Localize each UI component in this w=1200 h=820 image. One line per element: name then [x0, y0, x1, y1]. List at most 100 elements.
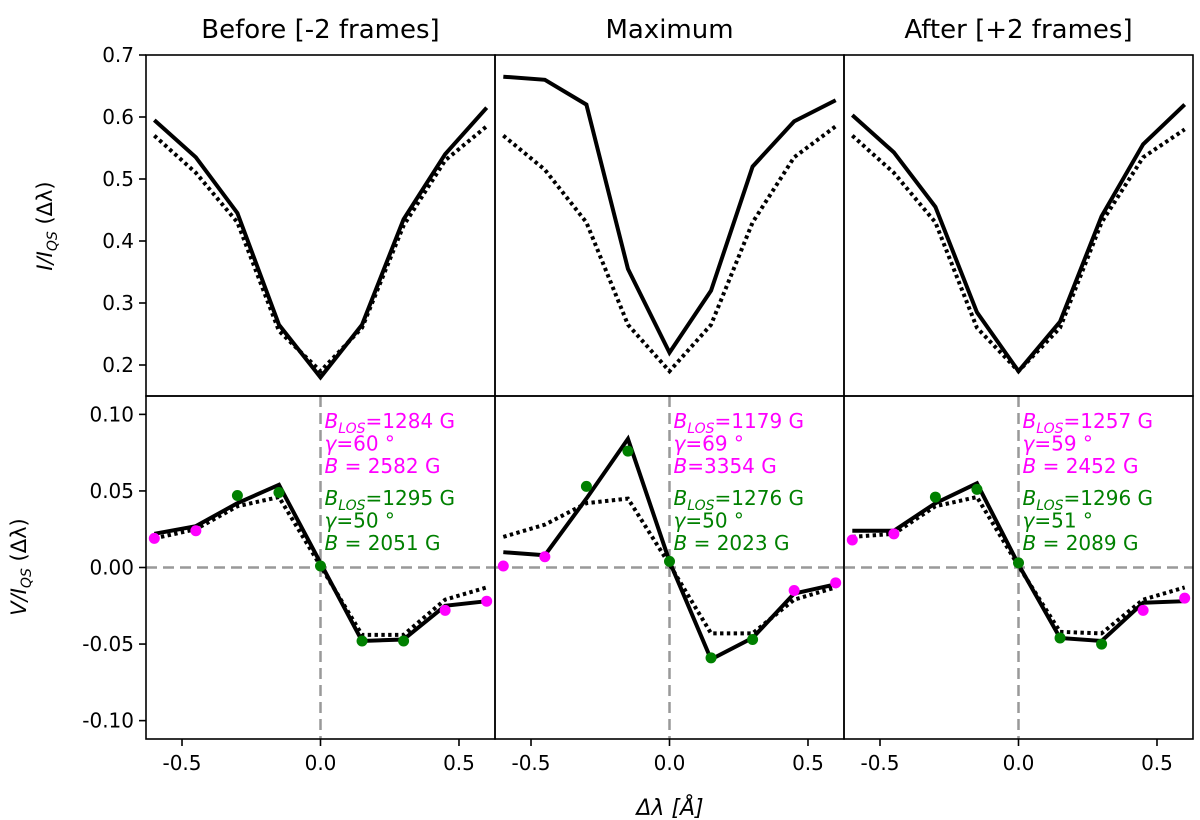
magenta-sample-point [846, 534, 858, 546]
y-tick-label-top: 0.7 [102, 43, 134, 67]
annot-value: =60 ° [336, 432, 395, 456]
annot-subscript: LOS [687, 421, 714, 437]
magenta-sample-point [830, 577, 842, 589]
annot-green-line: B = 2089 G [1023, 531, 1139, 555]
y-tick-label-top: 0.4 [102, 229, 134, 253]
annot-green-line: γ=51 ° [1023, 509, 1093, 533]
intensity-observed-line [152, 106, 489, 381]
annot-value: =69 ° [685, 432, 744, 456]
annot-symbol: B [674, 486, 688, 510]
green-sample-point [398, 635, 410, 647]
annot-green-line: γ=50 ° [674, 509, 744, 533]
labels-layer: I/IQS (Δλ) V/IQS (Δλ) Δλ [Å] [7, 181, 704, 820]
green-sample-point [664, 555, 675, 567]
top-axes-frame [843, 54, 1194, 397]
annot-value: =1257 G [1064, 409, 1154, 433]
annot-symbol: B [674, 454, 688, 478]
annot-subscript: LOS [1036, 421, 1063, 437]
magenta-sample-point [1137, 604, 1149, 616]
x-tick-label: -0.5 [860, 751, 899, 775]
magenta-sample-point [148, 532, 160, 544]
y-tick-label-bottom: -0.05 [82, 632, 134, 656]
green-sample-point [231, 490, 243, 502]
annot-value: =1296 G [1064, 486, 1154, 510]
annot-green-line: γ=50 ° [325, 509, 395, 533]
annot-value: =1295 G [366, 486, 456, 510]
annot-symbol: γ [1023, 509, 1036, 533]
annot-magenta-line: B=3354 G [674, 454, 777, 478]
intensity-plot [152, 106, 489, 381]
x-tick-label: 0.0 [654, 751, 686, 775]
green-sample-point [971, 483, 983, 495]
annot-green-line: BLOS=1295 G [325, 486, 456, 514]
annot-value: =51 ° [1034, 509, 1093, 533]
intensity-observed-line [850, 103, 1187, 375]
x-tick-label: 0.0 [1003, 751, 1035, 775]
y-tick-label-top: 0.3 [102, 291, 134, 315]
magenta-sample-point [481, 595, 493, 607]
annot-value: =1179 G [715, 409, 805, 433]
annot-value: =50 ° [685, 509, 744, 533]
green-sample-point [273, 486, 285, 498]
annot-green-line: B = 2023 G [674, 531, 790, 555]
intensity-fit-line [152, 124, 488, 375]
x-tick-label: 0.5 [1141, 751, 1173, 775]
annot-symbol: γ [325, 432, 338, 456]
annot-value: = 2051 G [338, 531, 440, 555]
annot-subscript: LOS [338, 498, 365, 514]
y-tick-label-top: 0.2 [102, 353, 134, 377]
annot-value: = 2582 G [338, 454, 440, 478]
annot-symbol: B [674, 409, 688, 433]
annot-magenta-line: γ=60 ° [325, 432, 395, 456]
intensity-fit-line [502, 124, 837, 375]
magenta-sample-point [1179, 592, 1191, 604]
y-tick-label-bottom: 0.05 [89, 479, 134, 503]
magenta-sample-point [497, 560, 509, 572]
green-sample-point [622, 445, 634, 457]
y-tick-label-top: 0.5 [102, 167, 134, 191]
annot-subscript: LOS [1036, 498, 1063, 514]
annot-value: =1276 G [715, 486, 805, 510]
bottom-y-axis-label: V/IQS (Δλ) [7, 518, 35, 615]
annot-magenta-line: BLOS=1257 G [1023, 409, 1154, 437]
annot-symbol: γ [325, 509, 338, 533]
annot-subscript: LOS [338, 421, 365, 437]
panel-title: After [+2 frames] [904, 15, 1132, 45]
panel-title: Before [-2 frames] [201, 15, 439, 45]
panel-title: Maximum [605, 15, 733, 45]
intensity-plot [850, 103, 1187, 375]
annot-symbol: B [325, 409, 339, 433]
top-axes-frame [494, 54, 845, 397]
annot-symbol: γ [1023, 432, 1036, 456]
annot-green-line: B = 2051 G [325, 531, 441, 555]
annot-magenta-line: γ=59 ° [1023, 432, 1093, 456]
annot-symbol: B [674, 531, 688, 555]
intensity-observed-line [503, 74, 837, 357]
y-tick-label-bottom: 0.10 [89, 402, 134, 426]
green-sample-point [747, 633, 759, 645]
annot-green-line: BLOS=1296 G [1023, 486, 1154, 514]
annot-symbol: B [1023, 409, 1037, 433]
annot-magenta-line: BLOS=1284 G [325, 409, 456, 437]
annot-magenta-line: BLOS=1179 G [674, 409, 805, 437]
annot-symbol: B [1023, 454, 1037, 478]
annot-value: = 2089 G [1036, 531, 1138, 555]
annot-magenta-line: B = 2582 G [325, 454, 441, 478]
panel-1: Before [-2 frames]BLOS=1284 Gγ=60 °B = 2… [82, 15, 496, 775]
annot-value: = 2452 G [1036, 454, 1138, 478]
green-sample-point [580, 480, 592, 492]
annot-symbol: B [325, 486, 339, 510]
annot-subscript: LOS [687, 498, 714, 514]
y-tick-label-bottom: 0.00 [89, 556, 134, 580]
y-tick-label-top: 0.6 [102, 105, 134, 129]
annot-symbol: B [1023, 531, 1037, 555]
magenta-sample-point [788, 584, 800, 596]
top-y-axis-label: I/IQS (Δλ) [33, 181, 61, 270]
stokesv-plot [844, 396, 1193, 739]
green-sample-point [1096, 638, 1108, 650]
y-tick-label-bottom: -0.10 [82, 709, 134, 733]
stokesv-plot [495, 396, 844, 739]
annot-magenta-line: B = 2452 G [1023, 454, 1139, 478]
annot-symbol: B [325, 454, 339, 478]
